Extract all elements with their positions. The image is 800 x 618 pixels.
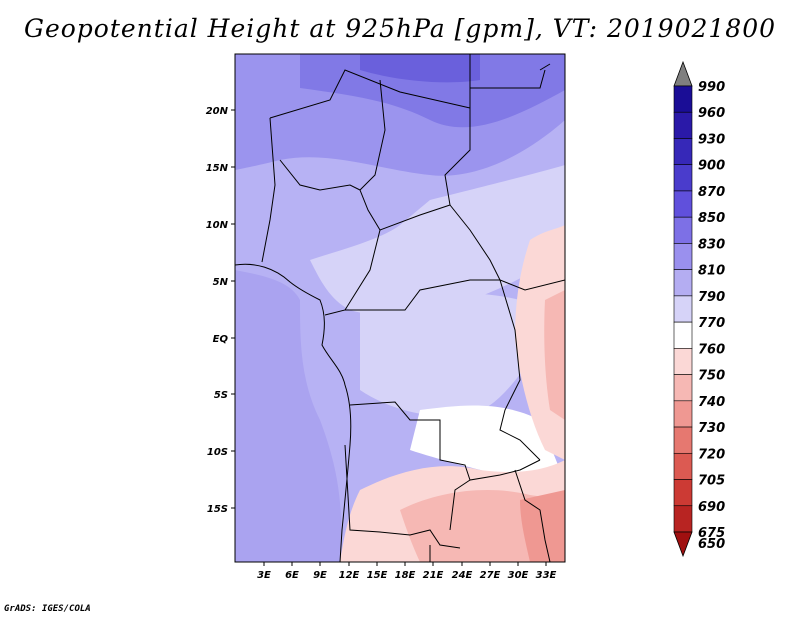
colorbar-level-label: 810 [698,264,725,279]
colorbar-swatch [673,321,693,349]
colorbar-level-label: 760 [698,342,725,357]
colorbar-swatch [673,269,693,297]
grads-credit: GrADS: IGES/COLA [4,604,91,614]
lat-label: 10S [207,447,228,458]
colorbar-swatch [673,505,693,533]
map-frame [234,53,566,563]
map-title: Geopotential Height at 925hPa [gpm], VT:… [23,14,777,43]
lon-label: 18E [395,570,416,581]
colorbar-swatch [673,111,693,139]
colorbar-level-label: 830 [698,237,725,252]
lon-label: 24E [452,570,473,581]
colorbar-level-label: 750 [698,369,725,384]
colorbar-swatch [673,348,693,375]
lon-label: 21E [423,570,444,581]
colorbar-swatch [673,85,693,113]
colorbar-swatch [673,374,693,402]
lat-label: 15N [206,163,229,174]
colorbar-top-arrow [673,60,693,87]
colorbar-level-label: 720 [698,447,725,462]
colorbar-level-label: 960 [698,106,725,121]
lon-label: 9E [313,570,327,581]
map-shading [235,54,565,562]
colorbar-swatch [673,190,693,218]
colorbar-level-label: 790 [698,290,725,305]
colorbar-swatch [673,138,693,166]
colorbar-swatch [673,426,693,454]
colorbar-level-label: 930 [698,132,725,147]
colorbar-level-label: 990 [698,80,725,95]
colorbar: 990 960 930 900 870 850 830 810 790 770 760 750 740 7… [673,60,725,558]
lat-label: EQ [213,334,229,345]
map-borders [235,54,565,562]
colorbar-bottom-arrow [673,531,693,558]
colorbar-level-label: 705 [698,474,725,489]
colorbar-swatch [673,243,693,270]
colorbar-level-label: 740 [698,395,725,410]
lon-label: 15E [367,570,388,581]
colorbar-level-label: 650 [698,537,725,552]
lon-label: 27E [480,570,501,581]
lat-label: 5N [213,277,229,288]
colorbar-swatch [673,452,693,480]
lon-label: 3E [257,570,271,581]
colorbar-level-label: 870 [698,185,725,200]
colorbar-level-label: 730 [698,421,725,436]
lon-label: 33E [536,570,557,581]
colorbar-swatch [673,400,693,428]
colorbar-level-label: 900 [698,159,725,174]
colorbar-swatch [673,479,693,507]
lon-label: 30E [508,570,529,581]
lat-label: 5S [214,390,228,401]
lat-label: 15S [207,504,228,515]
colorbar-swatch [673,216,693,244]
colorbar-level-label: 675 [698,526,725,541]
lon-label: 6E [285,570,299,581]
colorbar-swatch [673,295,693,323]
colorbar-level-label: 690 [698,500,725,515]
colorbar-swatch [673,164,693,192]
lat-label: 20N [206,106,229,117]
colorbar-level-label: 770 [698,316,725,331]
colorbar-level-label: 850 [698,211,725,226]
lon-label: 12E [339,570,360,581]
lon-axis: 3E 6E 9E 12E 15E 18E 21E 24E 27E 30E 33E [257,562,557,581]
lat-axis: 20N 15N 10N 5N EQ 5S 10S 15S [206,106,235,515]
lat-label: 10N [206,220,229,231]
